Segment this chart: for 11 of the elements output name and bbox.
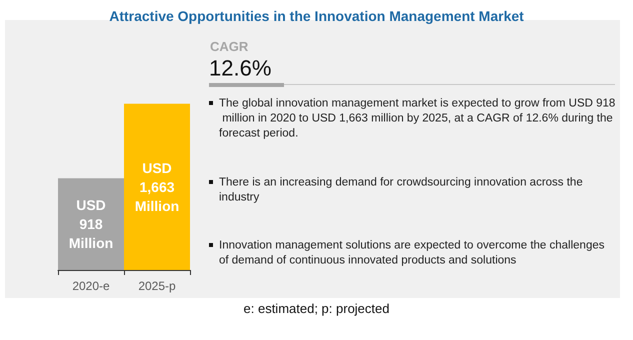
x-tick-label: 2020-e [72, 279, 110, 293]
text: Innovation management solutions are expected to overcome the challenges of demand of continuous innovated products and solutions [219, 240, 608, 266]
data-label: USD 918 Million [68, 197, 114, 252]
text: e: estimated; p: projected [244, 301, 390, 316]
data-label: USD 1,663 Million [134, 160, 180, 214]
text: There is an increasing demand for crowdsourcing innovation across the industry [219, 176, 586, 204]
text: CAGR [210, 39, 249, 54]
text: The global innovation management market is expected to grow from USD 918 million in 2020 to USD 1,663 million by 2025, at a CAGR of 12.6% during the forecast period. [219, 98, 616, 140]
text: Attractive Opportunities in the Innovation Management Market [109, 8, 524, 24]
text: 12.6% [209, 56, 272, 80]
x-tick-label: 2025-p [138, 279, 176, 293]
